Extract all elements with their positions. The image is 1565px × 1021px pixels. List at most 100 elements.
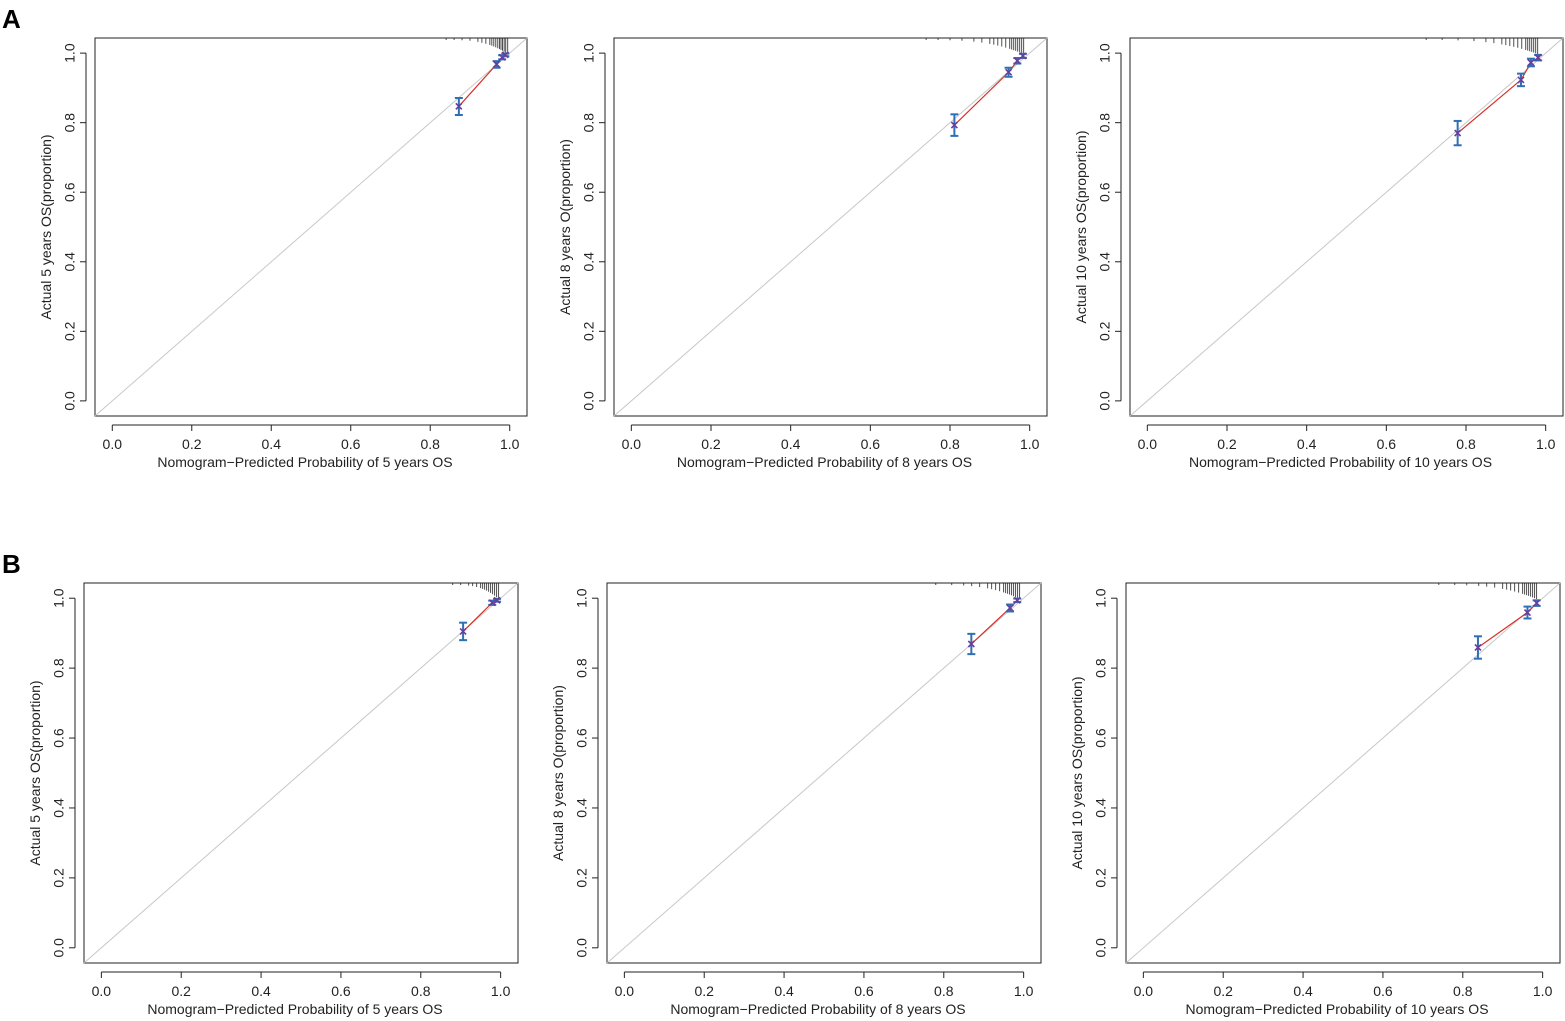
plot-frame xyxy=(1129,37,1564,417)
x-axis-title: Nomogram−Predicted Probability of 8 year… xyxy=(670,1001,965,1017)
x-tick-label: 0.0 xyxy=(92,983,112,999)
y-tick-label: 0.2 xyxy=(62,321,78,341)
x-tick-label: 0.6 xyxy=(1377,436,1397,452)
calibration-plot-4: 0.0 0.2 0.4 0.6 0.8 1.0 0.0 0.2 0.4 0.6 0.8 1.0 Nomo… xyxy=(27,582,519,1017)
plot-frame xyxy=(606,582,1042,964)
calibration-point xyxy=(1005,68,1013,76)
y-tick-label: 1.0 xyxy=(62,43,78,63)
calibration-point xyxy=(1517,76,1525,84)
calibration-point xyxy=(493,596,501,604)
calibration-point xyxy=(1533,599,1541,607)
x-tick-label: 0.6 xyxy=(1373,983,1393,999)
x-tick-label: 0.2 xyxy=(1217,436,1237,452)
x-tick-label: 0.4 xyxy=(1297,436,1317,452)
y-tick-label: 0.0 xyxy=(1097,391,1113,411)
x-tick-label: 0.0 xyxy=(1138,436,1158,452)
calibration-point xyxy=(455,102,463,110)
ideal-reference-line xyxy=(1129,37,1564,417)
ideal-reference-line xyxy=(94,37,528,417)
y-axis-title: Actual 5 years OS(proportion) xyxy=(38,134,54,319)
calibration-line xyxy=(953,55,1024,126)
calibration-point xyxy=(1534,54,1542,62)
calibration-point xyxy=(1474,643,1482,652)
x-tick-label: 0.6 xyxy=(341,436,361,452)
y-tick-label: 1.0 xyxy=(51,588,67,608)
x-tick-label: 0.4 xyxy=(774,983,794,999)
y-tick-label: 0.4 xyxy=(1097,252,1113,272)
calibration-plot-3: 0.0 0.2 0.4 0.6 0.8 1.0 0.0 0.2 0.4 0.6 0.8 1.0 Nomo… xyxy=(1073,37,1564,470)
x-tick-label: 0.0 xyxy=(103,436,123,452)
y-tick-label: 0.0 xyxy=(1093,938,1109,958)
y-axis-title: Actual 8 years O(proportion) xyxy=(557,139,573,315)
y-tick-label: 0.8 xyxy=(581,113,597,133)
y-tick-label: 1.0 xyxy=(1097,43,1113,63)
y-tick-label: 0.6 xyxy=(581,182,597,202)
y-tick-label: 0.8 xyxy=(62,113,78,133)
y-tick-label: 0.2 xyxy=(1093,868,1109,888)
y-tick-label: 0.6 xyxy=(1097,182,1113,202)
x-tick-label: 0.2 xyxy=(701,436,721,452)
calibration-plot-2: 0.0 0.2 0.4 0.6 0.8 1.0 0.0 0.2 0.4 0.6 0.8 1.0 Nomo… xyxy=(557,37,1048,470)
y-tick-label: 0.4 xyxy=(581,252,597,272)
calibration-point xyxy=(501,51,509,59)
y-tick-label: 0.0 xyxy=(51,938,67,958)
x-tick-label: 0.8 xyxy=(1453,983,1473,999)
x-tick-label: 0.4 xyxy=(262,436,282,452)
calibration-point xyxy=(1019,52,1027,60)
x-axis-title: Nomogram−Predicted Probability of 8 year… xyxy=(677,454,972,470)
ideal-reference-line xyxy=(613,37,1048,417)
y-tick-label: 0.6 xyxy=(62,182,78,202)
y-tick-label: 0.0 xyxy=(574,938,590,958)
panel-label-a: A xyxy=(2,4,21,34)
ideal-reference-line xyxy=(83,582,519,964)
x-tick-label: 0.6 xyxy=(331,983,351,999)
plot-frame xyxy=(613,37,1048,417)
x-tick-label: 0.0 xyxy=(1134,983,1154,999)
x-tick-label: 0.6 xyxy=(861,436,881,452)
y-axis-title: Actual 10 years OS(proportion) xyxy=(1073,131,1089,324)
x-tick-label: 1.0 xyxy=(1536,436,1556,452)
calibration-point xyxy=(1454,129,1462,137)
calibration-point xyxy=(967,640,975,648)
x-axis-title: Nomogram−Predicted Probability of 10 yea… xyxy=(1189,454,1492,470)
calibration-plot-6: 0.0 0.2 0.4 0.6 0.8 1.0 0.0 0.2 0.4 0.6 0.8 1.0 Nomo… xyxy=(1069,582,1561,1017)
calibration-point xyxy=(1527,58,1535,67)
y-tick-label: 0.2 xyxy=(51,868,67,888)
calibration-point xyxy=(950,121,958,129)
panel-label-b: B xyxy=(2,549,21,579)
y-tick-label: 0.0 xyxy=(581,391,597,411)
y-tick-label: 0.6 xyxy=(51,728,67,748)
x-tick-label: 0.8 xyxy=(940,436,960,452)
x-tick-label: 1.0 xyxy=(1014,983,1034,999)
y-tick-label: 0.2 xyxy=(1097,321,1113,341)
x-tick-label: 0.8 xyxy=(1456,436,1476,452)
calibration-point xyxy=(1013,596,1021,604)
x-tick-label: 0.0 xyxy=(622,436,642,452)
x-tick-label: 0.4 xyxy=(251,983,271,999)
x-tick-label: 1.0 xyxy=(491,983,511,999)
x-tick-label: 0.8 xyxy=(934,983,954,999)
x-tick-label: 0.2 xyxy=(1213,983,1233,999)
ideal-reference-line xyxy=(1125,582,1561,964)
y-tick-label: 0.8 xyxy=(1097,113,1113,133)
x-tick-label: 1.0 xyxy=(1020,436,1040,452)
y-axis-title: Actual 5 years OS(proportion) xyxy=(27,680,43,865)
y-tick-label: 1.0 xyxy=(574,588,590,608)
y-tick-label: 0.8 xyxy=(574,658,590,678)
calibration-plot-5: 0.0 0.2 0.4 0.6 0.8 1.0 0.0 0.2 0.4 0.6 0.8 1.0 Nomo… xyxy=(550,582,1042,1017)
x-axis-title: Nomogram−Predicted Probability of 5 year… xyxy=(157,454,452,470)
y-tick-label: 0.8 xyxy=(51,658,67,678)
x-tick-label: 0.8 xyxy=(420,436,440,452)
x-axis-title: Nomogram−Predicted Probability of 5 year… xyxy=(147,1001,442,1017)
x-tick-label: 1.0 xyxy=(500,436,520,452)
x-tick-label: 0.2 xyxy=(694,983,714,999)
y-tick-label: 0.8 xyxy=(1093,658,1109,678)
calibration-point xyxy=(493,60,501,68)
y-tick-label: 0.4 xyxy=(574,798,590,818)
y-tick-label: 1.0 xyxy=(1093,588,1109,608)
x-tick-label: 0.6 xyxy=(854,983,874,999)
calibration-point xyxy=(459,627,467,635)
plot-frame xyxy=(83,582,519,964)
y-tick-label: 0.4 xyxy=(62,252,78,272)
